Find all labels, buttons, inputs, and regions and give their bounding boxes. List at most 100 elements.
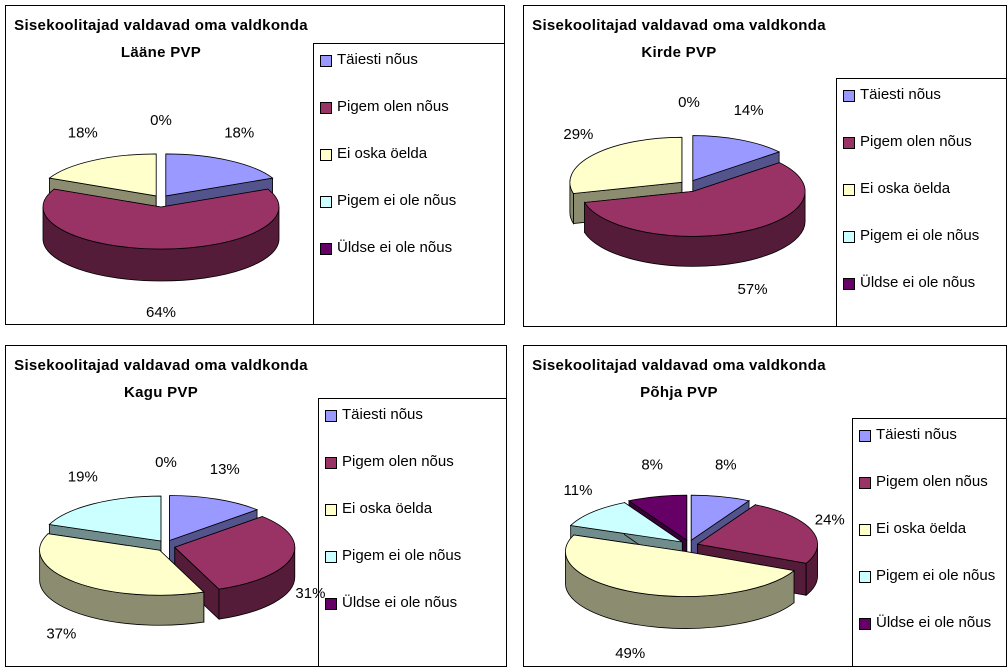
legend-swatch (843, 231, 855, 243)
chart-panel: 8% 24% 49% 11% 8% Sisekoolitajad valdavad oma… (523, 345, 1007, 667)
slice (627, 494, 688, 541)
data-label: 0% (155, 454, 177, 471)
legend: Täiesti nõus Pigem olen nõus Ei oska öelda… (318, 398, 506, 666)
legend-item: Üldse ei ole nõus (843, 273, 1003, 320)
legend-label: Pigem olen nõus (342, 453, 454, 470)
slice (174, 516, 296, 590)
slice (569, 136, 683, 194)
legend-swatch (859, 430, 871, 442)
chart-title: Sisekoolitajad valdavad oma valdkonda Ki… (532, 17, 826, 61)
legend-label: Ei oska öelda (860, 180, 951, 197)
data-label: 11% (564, 482, 593, 499)
legend-label: Pigem ei ole nõus (876, 567, 996, 584)
data-label: 8% (641, 457, 663, 474)
slice (39, 533, 205, 596)
data-label: 14% (734, 102, 764, 119)
legend-swatch (843, 90, 855, 102)
legend-item: Pigem olen nõus (843, 132, 1003, 179)
data-label: 13% (210, 461, 240, 478)
slice (583, 162, 806, 237)
legend-swatch (843, 278, 855, 290)
legend-swatch (859, 524, 871, 536)
legend-label: Täiesti nõus (860, 86, 941, 103)
legend-item: Pigem ei ole nõus (325, 546, 503, 593)
data-label: 49% (615, 645, 645, 662)
legend-swatch (325, 410, 337, 422)
legend-label: Pigem olen nõus (337, 98, 449, 115)
data-label: 37% (46, 626, 76, 643)
legend-item: Täiesti nõus (320, 50, 501, 97)
data-label: 18% (68, 124, 98, 141)
legend-label: Üldse ei ole nõus (342, 594, 458, 611)
slice (565, 534, 795, 597)
legend: Täiesti nõus Pigem olen nõus Ei oska öelda… (852, 418, 1006, 666)
legend: Täiesti nõus Pigem olen nõus Ei oska öelda… (313, 43, 504, 324)
legend-label: Üldse ei ole nõus (860, 274, 976, 291)
chart-title: Sisekoolitajad valdavad oma valdkonda Ka… (14, 357, 308, 401)
legend: Täiesti nõus Pigem olen nõus Ei oska öelda… (836, 78, 1006, 326)
legend-label: Pigem ei ole nõus (337, 192, 457, 209)
pie-area: 13% 31% 37% 19% 0% (39, 454, 325, 643)
slice (692, 135, 781, 182)
slice (690, 494, 751, 541)
legend-item: Ei oska öelda (320, 144, 501, 191)
legend-swatch (325, 457, 337, 469)
legend-label: Pigem ei ole nõus (342, 547, 462, 564)
legend-swatch (859, 571, 871, 583)
slice (165, 153, 274, 197)
legend-swatch (320, 102, 332, 114)
legend-label: Üldse ei ole nõus (337, 239, 453, 256)
legend-swatch (320, 196, 332, 208)
chart-title: Sisekoolitajad valdavad oma valdkonda Põ… (532, 357, 826, 401)
legend-swatch (325, 598, 337, 610)
legend-swatch (320, 243, 332, 255)
chart-panel: 14% 57% 29% 0% Sisekoolitajad valdavad oma v… (523, 5, 1007, 327)
legend-item: Täiesti nõus (843, 85, 1003, 132)
pie-area: 18% 64% 18% 0% (42, 112, 280, 321)
slice (48, 495, 162, 542)
legend-swatch (320, 149, 332, 161)
legend-swatch (843, 184, 855, 196)
slice (42, 188, 280, 250)
data-label: 18% (224, 124, 254, 141)
slice (169, 495, 259, 542)
legend-label: Ei oska öelda (342, 500, 433, 517)
legend-swatch (320, 55, 332, 67)
legend-item: Üldse ei ole nõus (325, 593, 503, 640)
legend-item: Pigem olen nõus (325, 452, 503, 499)
legend-item: Pigem ei ole nõus (859, 566, 1003, 613)
legend-item: Üldse ei ole nõus (320, 238, 501, 285)
data-label: 0% (150, 112, 172, 129)
legend-label: Pigem olen nõus (860, 133, 972, 150)
data-label: 19% (68, 468, 98, 485)
legend-label: Pigem ei ole nõus (860, 227, 980, 244)
legend-item: Pigem olen nõus (859, 472, 1003, 519)
pie-area: 8% 24% 49% 11% 8% (564, 457, 845, 663)
legend-swatch (859, 477, 871, 489)
legend-item: Pigem ei ole nõus (843, 226, 1003, 273)
legend-item: Pigem ei ole nõus (320, 191, 501, 238)
legend-item: Pigem olen nõus (320, 97, 501, 144)
legend-label: Ei oska öelda (337, 145, 428, 162)
pie-area: 14% 57% 29% 0% (563, 94, 806, 298)
data-label: 8% (715, 457, 737, 474)
legend-label: Üldse ei ole nõus (876, 614, 992, 631)
legend-swatch (325, 551, 337, 563)
legend-item: Ei oska öelda (843, 179, 1003, 226)
legend-swatch (843, 137, 855, 149)
legend-item: Ei oska öelda (325, 499, 503, 546)
data-label: 0% (678, 94, 700, 111)
legend-label: Täiesti nõus (876, 426, 957, 443)
data-label: 24% (815, 511, 845, 528)
legend-swatch (325, 504, 337, 516)
legend-label: Täiesti nõus (337, 51, 418, 68)
legend-label: Täiesti nõus (342, 406, 423, 423)
chart-title: Sisekoolitajad valdavad oma valdkonda Lä… (14, 17, 308, 61)
legend-swatch (859, 618, 871, 630)
data-label: 31% (295, 585, 325, 602)
data-label: 64% (146, 304, 176, 321)
legend-item: Ei oska öelda (859, 519, 1003, 566)
legend-label: Pigem olen nõus (876, 473, 988, 490)
chart-panel: 13% 31% 37% 19% 0% Sisekoolitajad valdavad om… (5, 345, 507, 667)
